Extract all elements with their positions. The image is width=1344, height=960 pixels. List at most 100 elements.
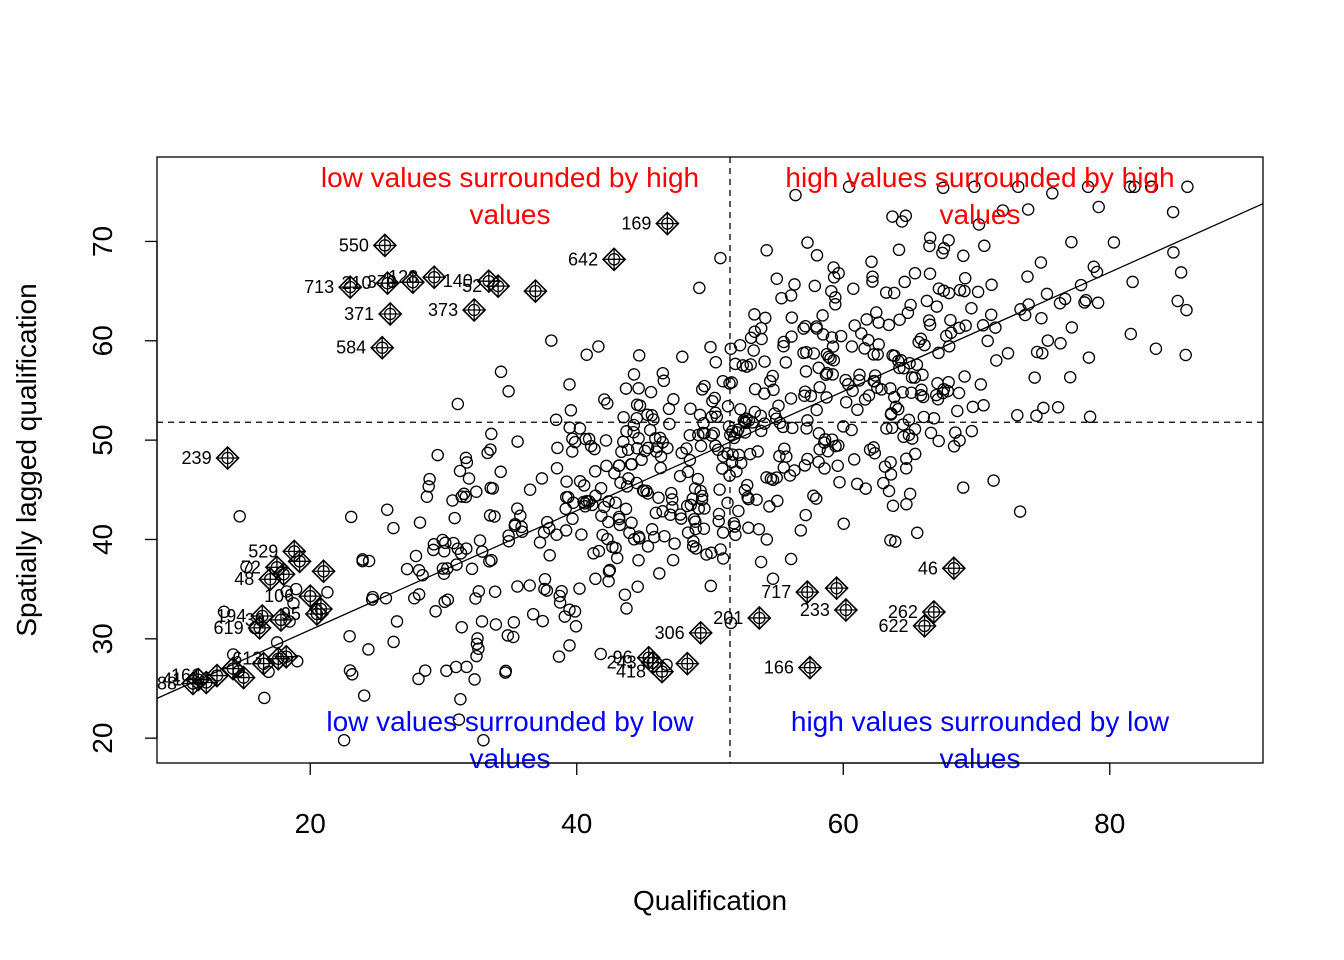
data-point bbox=[686, 540, 700, 553]
data-point bbox=[483, 555, 496, 568]
data-point bbox=[953, 434, 966, 447]
data-point bbox=[895, 215, 909, 228]
data-point bbox=[912, 335, 925, 349]
influential-point bbox=[304, 601, 330, 627]
data-point bbox=[287, 597, 300, 610]
data-point bbox=[422, 480, 435, 493]
data-point bbox=[665, 486, 678, 500]
influential-point bbox=[268, 607, 294, 633]
data-point bbox=[716, 374, 730, 388]
data-point bbox=[602, 574, 615, 588]
data-point bbox=[837, 420, 850, 433]
data-point bbox=[724, 342, 738, 355]
data-point bbox=[488, 510, 501, 523]
data-point bbox=[1065, 235, 1078, 249]
data-point bbox=[798, 389, 811, 402]
data-point bbox=[976, 319, 990, 332]
influential-point bbox=[298, 583, 323, 609]
data-point bbox=[1053, 296, 1067, 310]
data-point bbox=[937, 242, 951, 255]
data-point bbox=[714, 543, 727, 556]
data-point bbox=[1078, 296, 1091, 309]
data-point bbox=[855, 327, 868, 340]
data-point bbox=[771, 494, 784, 508]
data-point bbox=[448, 511, 461, 525]
data-point bbox=[454, 547, 468, 560]
data-point bbox=[280, 585, 293, 598]
data-point bbox=[693, 281, 706, 295]
data-point bbox=[649, 506, 663, 520]
data-point bbox=[716, 462, 729, 475]
data-point bbox=[732, 448, 746, 462]
data-point bbox=[810, 403, 823, 417]
x-tick-label: 20 bbox=[295, 808, 326, 839]
data-point bbox=[698, 502, 711, 515]
data-point bbox=[573, 475, 587, 488]
data-point bbox=[712, 507, 726, 521]
data-point bbox=[865, 255, 878, 269]
data-point bbox=[897, 430, 910, 444]
data-point bbox=[675, 446, 688, 460]
data-point bbox=[847, 453, 861, 466]
data-point bbox=[656, 505, 669, 518]
influential-point bbox=[180, 671, 206, 696]
data-point bbox=[688, 482, 702, 495]
data-point bbox=[871, 381, 884, 394]
data-point bbox=[321, 586, 334, 599]
data-point bbox=[454, 692, 467, 706]
data-point bbox=[632, 554, 645, 567]
data-point bbox=[451, 397, 465, 411]
data-point bbox=[922, 314, 936, 327]
data-point bbox=[744, 358, 757, 371]
data-point bbox=[465, 562, 479, 576]
data-point bbox=[665, 493, 679, 506]
data-point bbox=[615, 445, 628, 459]
quadrant-label-top-left: low values surrounded by high values bbox=[321, 162, 699, 230]
data-point bbox=[380, 503, 394, 516]
point-label: 210 bbox=[341, 273, 371, 293]
data-point bbox=[1081, 180, 1095, 194]
data-point bbox=[568, 605, 582, 618]
data-point bbox=[936, 386, 950, 400]
data-point bbox=[362, 554, 376, 568]
data-point bbox=[826, 340, 840, 353]
data-point bbox=[801, 452, 814, 466]
data-point bbox=[877, 476, 890, 490]
data-point bbox=[469, 592, 482, 605]
data-point bbox=[1001, 347, 1015, 360]
data-point bbox=[661, 441, 674, 455]
data-point bbox=[1124, 327, 1138, 341]
data-point bbox=[511, 435, 524, 448]
data-point bbox=[573, 422, 587, 435]
point-label: 619 bbox=[214, 618, 244, 638]
data-point bbox=[511, 580, 524, 593]
data-point bbox=[523, 579, 536, 592]
data-point bbox=[681, 465, 695, 479]
data-point bbox=[1011, 408, 1024, 422]
data-point bbox=[882, 484, 896, 498]
data-point bbox=[737, 414, 751, 427]
data-point bbox=[1079, 293, 1093, 307]
data-point bbox=[908, 266, 922, 280]
data-point bbox=[462, 472, 476, 485]
data-point bbox=[473, 534, 487, 547]
data-point bbox=[726, 448, 739, 461]
data-point bbox=[783, 469, 797, 482]
data-point bbox=[644, 385, 658, 399]
data-point bbox=[613, 518, 627, 532]
data-point bbox=[416, 568, 429, 582]
data-point bbox=[1034, 256, 1048, 269]
data-point bbox=[676, 350, 689, 364]
data-point bbox=[470, 485, 483, 498]
influential-point bbox=[378, 301, 403, 327]
data-point bbox=[1051, 401, 1065, 414]
axes: 20 40 60 80 20 30 40 50 60 70 bbox=[87, 226, 1125, 839]
data-point bbox=[910, 526, 924, 540]
data-point bbox=[589, 572, 602, 586]
data-point bbox=[612, 512, 626, 526]
data-point bbox=[420, 490, 434, 503]
data-point bbox=[484, 443, 497, 456]
data-point bbox=[716, 526, 730, 539]
data-point bbox=[429, 605, 442, 618]
